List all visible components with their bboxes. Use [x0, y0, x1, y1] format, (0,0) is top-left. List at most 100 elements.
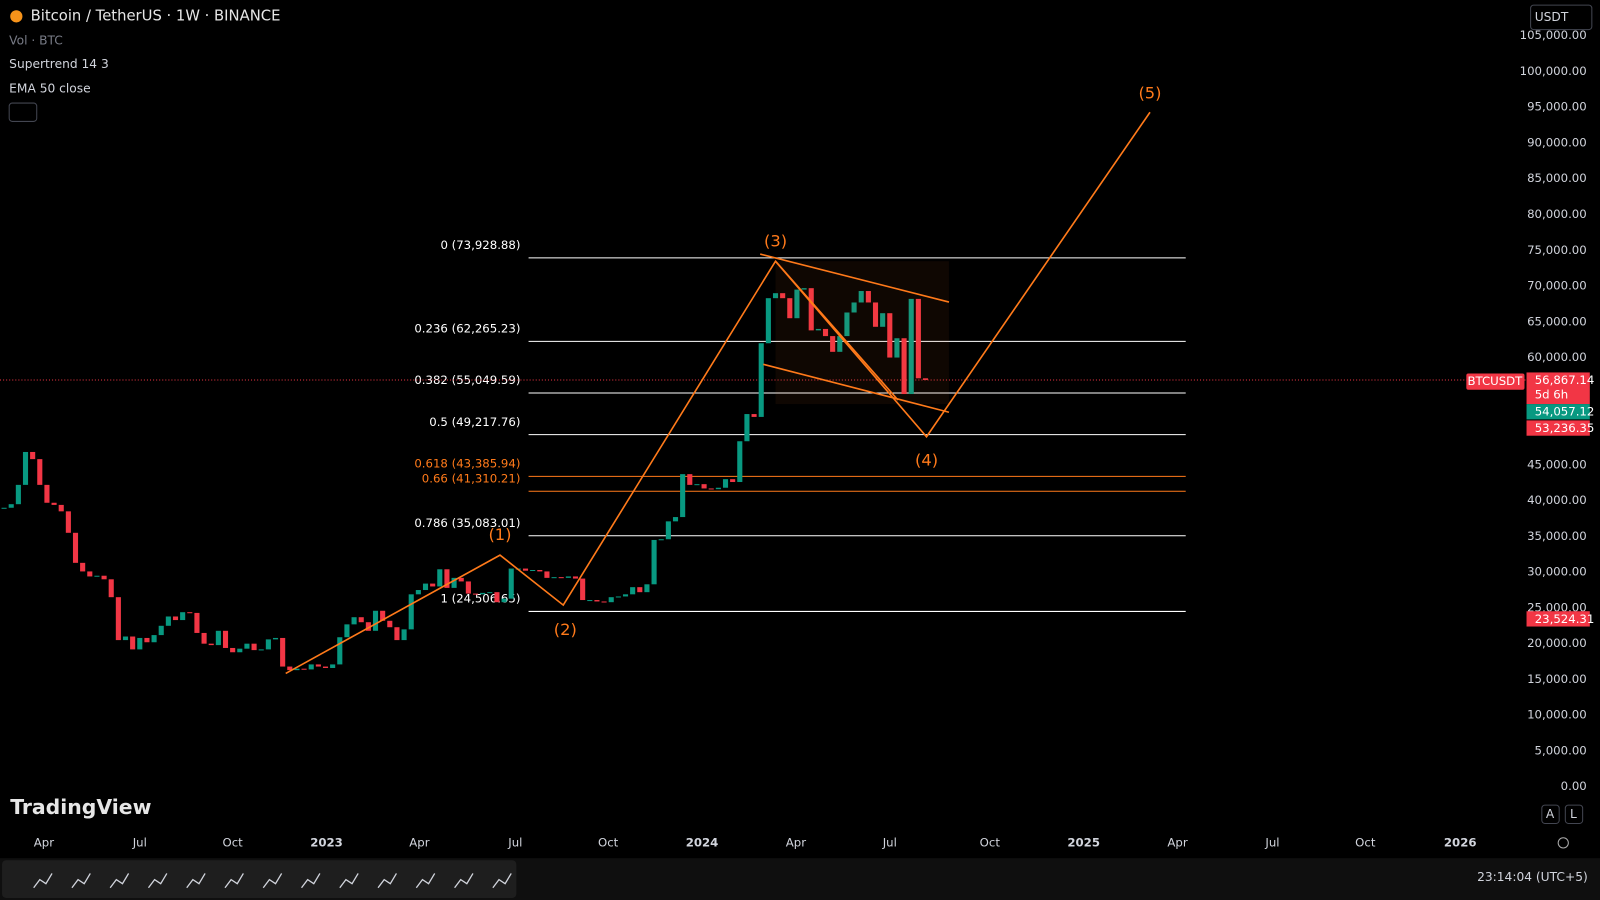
- candle-body: [858, 291, 864, 303]
- candle-body: [337, 637, 343, 665]
- low-price: 23,524.31: [1535, 612, 1595, 626]
- tool-icon[interactable]: [33, 873, 53, 889]
- candle-body: [458, 577, 464, 582]
- x-tick-label: Jul: [1264, 835, 1279, 849]
- log-scale-text[interactable]: L: [1570, 807, 1577, 821]
- x-tick-label: Oct: [598, 835, 619, 849]
- tool-icon[interactable]: [454, 873, 474, 889]
- candle-body: [187, 612, 193, 614]
- fib-label: 0.618 (43,385.94): [414, 457, 520, 471]
- y-tick-label: 35,000.00: [1527, 529, 1587, 543]
- fib-label: 0.5 (49,217.76): [429, 415, 520, 429]
- auto-scale[interactable]: [1541, 804, 1560, 824]
- currency-button[interactable]: [1530, 4, 1593, 31]
- tool-icon[interactable]: [415, 873, 436, 889]
- indicator[interactable]: EMA 50 close: [9, 81, 91, 95]
- y-tick-label: 95,000.00: [1527, 100, 1587, 114]
- tool-icon[interactable]: [147, 873, 168, 889]
- candle-body: [72, 532, 79, 563]
- candle-body: [44, 484, 50, 503]
- y-tick-label: 75,000.00: [1527, 243, 1587, 257]
- candle-body: [387, 620, 393, 628]
- candle-body: [694, 484, 700, 486]
- wave-label: (2): [554, 620, 577, 639]
- candle-body: [344, 624, 350, 638]
- y-tick-label: 0.00: [1561, 779, 1587, 793]
- currency[interactable]: USDT: [1535, 10, 1569, 24]
- collapse-button[interactable]: [8, 102, 38, 122]
- x-tick-label: 2023: [310, 835, 343, 849]
- candle-body: [487, 592, 493, 594]
- x-tick-label: 2026: [1444, 835, 1477, 849]
- fib-label: 0.786 (35,083.01): [414, 516, 520, 530]
- candle-body: [180, 612, 186, 621]
- candle-body: [544, 571, 550, 578]
- tool-icon[interactable]: [109, 873, 130, 889]
- candle-body: [644, 584, 650, 593]
- indicator[interactable]: Supertrend 14 3: [9, 57, 109, 71]
- candle-body: [708, 488, 714, 490]
- candle-body: [922, 378, 929, 380]
- y-tick-label: 60,000.00: [1527, 350, 1587, 364]
- candle-body: [765, 298, 771, 344]
- tool-icon[interactable]: [301, 873, 321, 889]
- candle-body: [658, 539, 664, 541]
- candle-body: [522, 568, 529, 571]
- candle-body: [251, 643, 257, 651]
- y-tick-label: 20,000.00: [1527, 636, 1587, 650]
- y-tick-label: 30,000.00: [1527, 565, 1587, 579]
- candle-body: [94, 575, 100, 577]
- candle-body: [472, 593, 479, 595]
- y-tick-label: 70,000.00: [1527, 279, 1587, 293]
- tool-icon[interactable]: [224, 873, 244, 889]
- candle-body: [637, 587, 643, 593]
- candle-body: [401, 629, 407, 641]
- x-tick-label: Oct: [980, 835, 1001, 849]
- y-tick-label: 65,000.00: [1527, 314, 1587, 328]
- candle-body: [865, 291, 871, 303]
- tool-icon[interactable]: [71, 873, 91, 889]
- candle-body: [437, 569, 443, 587]
- candle-body: [587, 600, 593, 602]
- candle-body: [137, 637, 143, 650]
- candle-body: [915, 298, 921, 379]
- y-tick-label: 80,000.00: [1527, 207, 1587, 221]
- candle-body: [201, 632, 207, 644]
- log-scale[interactable]: [1564, 804, 1584, 824]
- tool-icon[interactable]: [262, 873, 283, 889]
- candle-body: [194, 612, 200, 633]
- candle-body: [265, 639, 271, 650]
- candle-body: [880, 313, 886, 327]
- candle-body: [365, 622, 371, 631]
- settings-icon[interactable]: [1557, 837, 1569, 849]
- last-price: 56,867.14: [1535, 373, 1595, 387]
- candle-body: [222, 630, 229, 648]
- candle-body: [601, 601, 607, 603]
- wave-a: [774, 260, 899, 401]
- candle-body: [115, 597, 121, 641]
- elliott-wave: [285, 111, 1151, 675]
- candle-body: [258, 649, 264, 651]
- auto-scale-text[interactable]: A: [1546, 807, 1555, 821]
- volume-label: Vol · BTC: [9, 33, 63, 47]
- candle-body: [687, 474, 693, 485]
- wedge-bottom: [763, 363, 950, 414]
- tool-icon[interactable]: [492, 873, 512, 889]
- y-tick-label: 85,000.00: [1527, 171, 1587, 185]
- y-tick-label: 100,000.00: [1520, 64, 1587, 78]
- tool-icon[interactable]: [339, 873, 359, 889]
- candle-body: [815, 328, 821, 331]
- wave-label: (5): [1138, 83, 1161, 102]
- candle-body: [787, 298, 793, 319]
- tool-icon[interactable]: [186, 873, 206, 889]
- candle-body: [808, 288, 814, 331]
- tool-icon[interactable]: [377, 873, 397, 889]
- candle-body: [851, 302, 857, 313]
- candle-body: [494, 592, 500, 603]
- candle-body: [122, 636, 129, 641]
- tool-icons: [33, 873, 512, 889]
- candle-body: [894, 338, 900, 358]
- candle-body: [101, 575, 107, 580]
- candle-body: [1, 507, 7, 509]
- x-tick-label: Apr: [786, 835, 806, 849]
